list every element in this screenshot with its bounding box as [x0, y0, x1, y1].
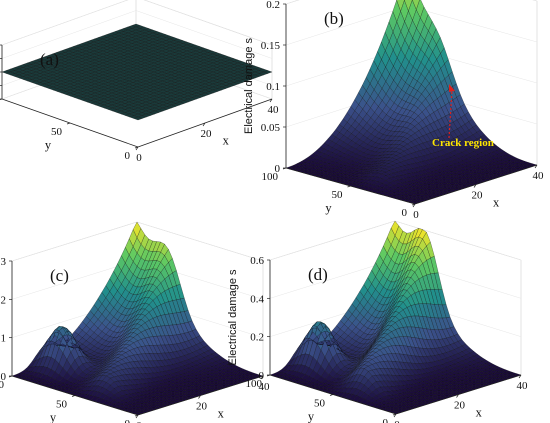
y-tick-label: 50 — [314, 398, 326, 410]
y-tick-mark — [71, 395, 76, 397]
x-tick-mark — [202, 122, 206, 127]
z-grid-right — [143, 0, 273, 46]
z-grid-back — [285, 5, 409, 46]
z-axis-label: Electrical damage s — [243, 38, 255, 134]
z-tick-label: 0.05 — [261, 122, 281, 134]
y-axis-label: y — [308, 410, 315, 423]
z-tick-label: 0.2 — [0, 294, 6, 306]
surface-patch — [133, 116, 143, 121]
z-tick-label: 0.6 — [250, 255, 264, 267]
z-grid-back — [285, 0, 300, 5]
y-tick-label: 50 — [332, 189, 344, 201]
x-tick-label: 20 — [201, 128, 213, 140]
z-grid-back — [269, 220, 396, 261]
z-grid-right — [532, 0, 538, 2]
x-tick-mark — [135, 146, 139, 151]
z-axis-label: Electrical damage s — [227, 269, 239, 365]
surface — [269, 220, 522, 415]
crack-region-annotation: Crack region — [432, 137, 494, 149]
x-tick-label: 20 — [454, 400, 466, 412]
top-back-edge — [285, 0, 300, 5]
x-tick-label: 20 — [472, 190, 484, 202]
y-tick-mark — [347, 185, 351, 188]
z-grid-right — [135, 10, 273, 59]
z-grid-back — [1, 0, 129, 46]
y-tick-label: 50 — [51, 126, 63, 138]
panel-label: (d) — [308, 265, 328, 284]
y-axis-label: y — [325, 201, 332, 215]
x-tick-label: 0 — [413, 209, 419, 221]
x-axis-label: x — [476, 406, 483, 420]
z-tick-label: 0.2 — [266, 0, 280, 11]
y-axis-label: y — [45, 138, 52, 152]
z-tick-label: 0.4 — [250, 293, 264, 305]
x-tick-label: 40 — [517, 380, 529, 392]
surface — [1, 23, 273, 121]
z-tick-label: 0.15 — [261, 40, 281, 52]
x-tick-label: 0 — [136, 152, 142, 164]
panel-label: (a) — [40, 50, 59, 69]
x-tick-mark — [269, 98, 273, 103]
panel-label: (c) — [50, 266, 69, 285]
y-tick-mark — [66, 122, 71, 125]
x-tick-label: 20 — [196, 401, 208, 413]
x-axis-label: x — [493, 196, 500, 210]
z-grid-back — [11, 221, 138, 262]
surface — [285, 0, 538, 205]
panel-label: (b) — [324, 9, 344, 28]
x-tick-label: 0 — [394, 419, 400, 423]
z-tick-label: 0 — [1, 371, 7, 383]
z-grid-back — [1, 10, 137, 59]
x-axis-label: x — [218, 407, 225, 421]
y-tick-label: 0 — [125, 150, 131, 162]
y-tick-mark — [329, 394, 334, 396]
top-right-edge — [532, 0, 538, 2]
y-tick-label: 0 — [383, 417, 389, 423]
z-tick-label: 0.1 — [0, 333, 6, 345]
y-tick-mark — [134, 146, 139, 149]
z-tick-label: 0.3 — [0, 256, 7, 268]
x-tick-label: 40 — [268, 104, 280, 116]
z-tick-label: 0.1 — [266, 81, 280, 93]
y-tick-label: 0 — [125, 418, 131, 423]
y-tick-label: 50 — [56, 399, 68, 411]
z-tick-label: 0.2 — [250, 332, 264, 344]
z-tick-label: 0 — [275, 163, 281, 175]
z-grid-right — [407, 5, 538, 43]
x-tick-label: 40 — [533, 170, 545, 182]
surface — [11, 221, 264, 416]
y-axis-label: y — [50, 411, 57, 423]
y-tick-label: 0 — [402, 207, 408, 219]
x-axis-label: x — [223, 134, 230, 148]
z-tick-label: 0 — [259, 370, 265, 382]
